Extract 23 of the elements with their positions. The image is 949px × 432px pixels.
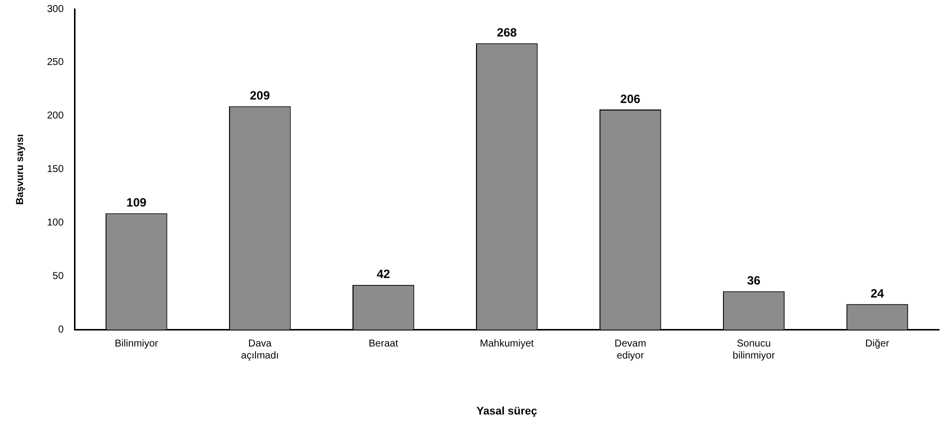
y-tick-label: 0	[58, 324, 64, 336]
x-axis-title: Yasal süreç	[476, 405, 538, 418]
x-tick-label: Devam ediyor	[614, 338, 646, 362]
data-label: 42	[376, 267, 390, 282]
x-tick-label: Sonucu bilinmiyor	[732, 338, 776, 362]
y-tick-label: 100	[46, 218, 64, 229]
y-tick-label: 300	[46, 4, 64, 15]
data-label: 24	[870, 286, 884, 300]
data-label: 209	[250, 88, 270, 103]
x-tick-label: Beraat	[368, 338, 398, 350]
y-tick-label: 200	[46, 110, 64, 122]
x-tick-label: Dava açılmadı	[240, 338, 279, 362]
y-tick-label: 50	[52, 271, 64, 282]
x-tick-label: Bilinmiyor	[114, 338, 159, 350]
y-tick-label: 150	[46, 164, 64, 176]
y-tick-label: 250	[46, 57, 64, 68]
data-label: 109	[126, 196, 147, 210]
data-label: 206	[620, 92, 641, 106]
x-tick-label: Mahkumiyet	[480, 338, 534, 350]
data-label: 268	[496, 26, 518, 40]
x-tick-label: Diğer	[865, 338, 890, 350]
data-label: 36	[747, 274, 761, 288]
y-axis-title: Başvuru sayısı	[14, 134, 26, 205]
